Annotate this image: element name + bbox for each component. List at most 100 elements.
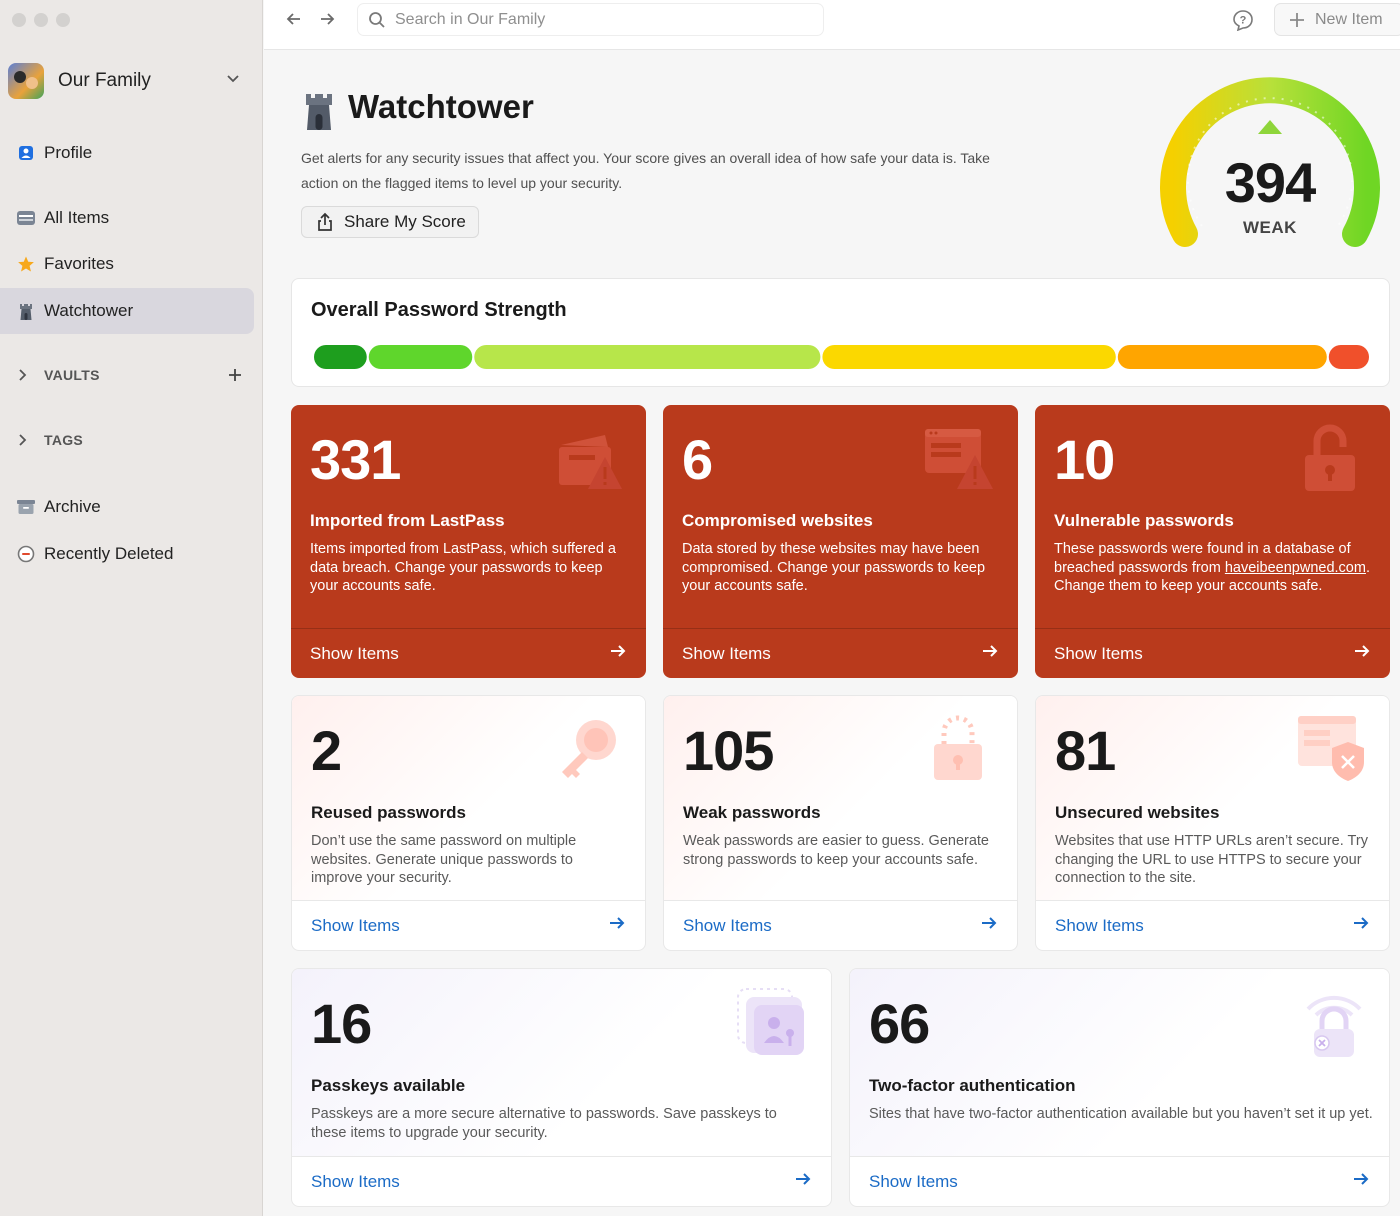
search-input[interactable] — [395, 10, 795, 29]
show-items-label: Show Items — [869, 1171, 958, 1191]
sidebar-section-tags[interactable]: TAGS — [18, 432, 242, 448]
show-items-button[interactable]: Show Items — [291, 628, 646, 678]
all-items-icon — [16, 208, 36, 228]
star-icon — [16, 254, 36, 274]
page-description: Get alerts for any security issues that … — [301, 150, 990, 191]
show-items-button[interactable]: Show Items — [664, 900, 1017, 950]
sidebar-item-watchtower[interactable]: Watchtower — [0, 288, 254, 334]
archive-icon — [16, 497, 36, 517]
show-items-button[interactable]: Show Items — [1036, 900, 1389, 950]
sidebar-item-label: Watchtower — [44, 301, 134, 320]
card-two-factor-authentication: 66 Two-factor authentication Sites that … — [849, 968, 1390, 1207]
card-description: Don’t use the same password on multiple … — [311, 833, 577, 886]
card-compromised-websites: 6 Compromised websites Data stored by th… — [663, 405, 1018, 678]
zoom-window-button[interactable] — [56, 13, 70, 27]
arrow-right-icon — [1354, 917, 1369, 929]
card-value: 2 — [311, 719, 342, 782]
card-value: 331 — [310, 428, 401, 491]
forward-arrow-icon[interactable] — [319, 11, 335, 27]
arrow-right-icon — [982, 917, 997, 929]
password-strength-card: Overall Password Strength — [291, 278, 1390, 387]
card-title: Unsecured websites — [1055, 803, 1220, 822]
password-strength-bar — [314, 345, 1369, 369]
sidebar-item-label: Favorites — [44, 254, 114, 273]
search-bar[interactable] — [357, 3, 824, 36]
share-icon — [318, 212, 332, 231]
toolbar: ? New Item — [264, 0, 1400, 50]
arrow-right-icon — [611, 645, 626, 657]
sidebar: Our Family Profile All Items Favorites W… — [0, 0, 263, 1216]
arrow-right-icon — [610, 917, 625, 929]
card-imported-lastpass: 331 Imported from LastPass Items importe… — [291, 405, 646, 678]
website-warning-icon — [925, 429, 993, 489]
card-description: Passkeys are a more secure alternative t… — [311, 1106, 777, 1141]
minimize-window-button[interactable] — [34, 13, 48, 27]
card-background — [664, 696, 1017, 901]
card-unsecured-websites: 81 Unsecured websites Websites that use … — [1035, 695, 1390, 951]
show-items-button[interactable]: Show Items — [292, 1156, 831, 1206]
sidebar-item-archive[interactable]: Archive — [0, 484, 254, 530]
new-item-button[interactable]: New Item — [1274, 3, 1400, 36]
strength-segment — [1328, 345, 1369, 369]
account-name: Our Family — [58, 70, 151, 91]
recently-deleted-icon — [16, 544, 36, 564]
sidebar-item-label: All Items — [44, 208, 110, 227]
show-items-label: Show Items — [683, 915, 772, 935]
show-items-button[interactable]: Show Items — [292, 900, 645, 950]
sidebar-item-favorites[interactable]: Favorites — [0, 241, 254, 287]
account-switcher[interactable]: Our Family — [8, 62, 248, 100]
unlocked-padlock-icon — [1305, 424, 1355, 491]
card-description: Items imported from LastPass, which suff… — [310, 541, 616, 594]
show-items-button[interactable]: Show Items — [663, 628, 1018, 678]
card-vulnerable-passwords: 10 Vulnerable passwords These passwords … — [1035, 405, 1390, 678]
chevron-right-icon — [19, 434, 27, 446]
sidebar-item-profile[interactable]: Profile — [0, 130, 254, 176]
sidebar-item-all-items[interactable]: All Items — [0, 195, 254, 241]
show-items-label: Show Items — [1054, 643, 1143, 663]
card-title: Weak passwords — [683, 803, 821, 822]
show-items-label: Show Items — [682, 643, 771, 663]
card-value: 6 — [682, 428, 713, 491]
sidebar-section-label: TAGS — [44, 432, 84, 448]
strength-segment — [474, 345, 821, 369]
sidebar-item-recently-deleted[interactable]: Recently Deleted — [0, 531, 254, 577]
sidebar-item-label: Archive — [44, 497, 101, 516]
watchtower-icon — [16, 301, 36, 321]
card-background — [292, 969, 831, 1157]
chevron-right-icon — [19, 369, 27, 381]
haveibeenpwned-link[interactable]: haveibeenpwned.com — [1224, 559, 1366, 576]
card-weak-passwords: 105 Weak passwords Weak passwords are ea… — [663, 695, 1018, 951]
close-window-button[interactable] — [12, 13, 26, 27]
share-score-label: Share My Score — [344, 212, 466, 231]
card-background — [850, 969, 1389, 1157]
show-items-button[interactable]: Show Items — [1035, 628, 1390, 678]
security-score-gauge — [1160, 77, 1380, 247]
card-title: Reused passwords — [311, 803, 466, 822]
passkey-icon — [737, 988, 804, 1055]
description-text: . Change them to keep your accounts safe… — [1054, 559, 1370, 595]
chevron-down-icon — [227, 75, 239, 83]
profile-icon — [16, 143, 36, 163]
key-icon — [562, 720, 616, 778]
strength-segment — [1117, 345, 1327, 369]
sidebar-section-vaults[interactable]: VAULTS — [18, 367, 242, 383]
description-text: These passwords were found in a database… — [1054, 541, 1351, 576]
card-description: Data stored by these websites may have b… — [682, 541, 986, 594]
card-title: Vulnerable passwords — [1054, 511, 1234, 530]
help-icon[interactable]: ? — [1232, 9, 1254, 31]
two-factor-lock-icon — [1306, 995, 1362, 1057]
show-items-button[interactable]: Show Items — [850, 1156, 1389, 1206]
weak-padlock-icon — [934, 715, 982, 780]
card-description: Sites that have two-factor authenticatio… — [869, 1106, 1373, 1122]
card-reused-passwords: 2 Reused passwords Don’t use the same pa… — [291, 695, 646, 951]
card-value: 66 — [869, 992, 930, 1055]
score-value: 394 — [1224, 151, 1316, 214]
share-score-button[interactable]: Share My Score — [301, 206, 479, 238]
strength-title: Overall Password Strength — [311, 299, 567, 321]
arrow-right-icon — [1355, 645, 1370, 657]
add-vault-icon[interactable] — [228, 368, 242, 382]
sidebar-section-label: VAULTS — [44, 367, 100, 383]
back-arrow-icon[interactable] — [286, 11, 302, 27]
arrow-right-icon — [1354, 1173, 1369, 1185]
strength-segment — [314, 345, 367, 369]
